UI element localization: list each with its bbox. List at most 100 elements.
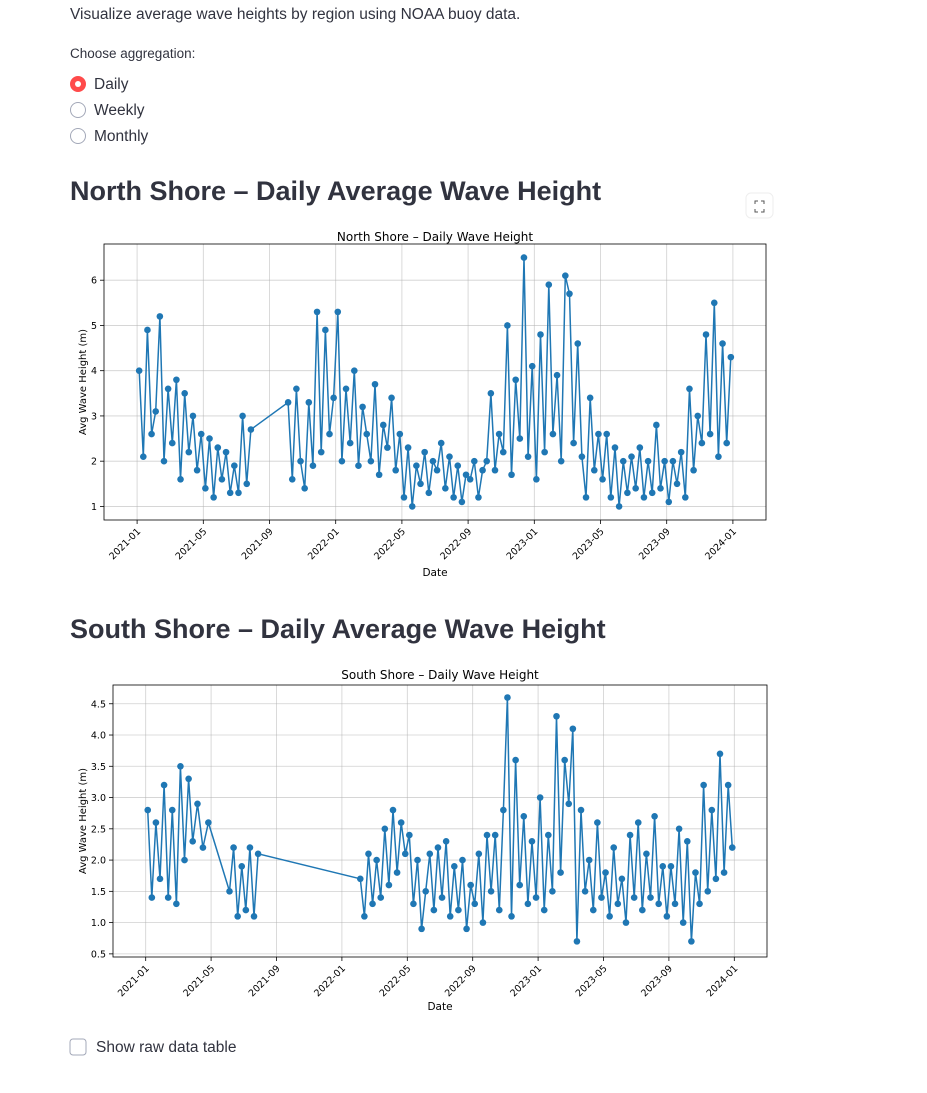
data-point [243, 480, 251, 488]
x-tick-label: 2023-09 [639, 963, 675, 999]
data-point [720, 869, 728, 876]
x-tick-label: 2021-09 [240, 526, 276, 562]
data-point [636, 444, 644, 451]
data-point [381, 825, 389, 833]
y-tick-label: 4.5 [91, 699, 106, 710]
x-tick-label: 2024-01 [705, 963, 741, 999]
data-point [144, 326, 151, 334]
data-point [599, 475, 606, 483]
data-point [462, 471, 470, 479]
y-tick-label: 1.0 [91, 918, 106, 929]
data-point [168, 806, 176, 814]
data-point [135, 367, 143, 374]
x-tick-label: 2023-01 [508, 963, 544, 999]
data-point [401, 850, 409, 858]
data-point [640, 494, 648, 501]
data-point [533, 475, 540, 483]
data-point [634, 819, 642, 826]
data-point [322, 326, 329, 334]
radio[interactable] [70, 128, 86, 144]
data-point [614, 900, 622, 908]
y-tick-label: 6 [91, 276, 97, 287]
data-point [235, 489, 242, 497]
x-tick-label: 2023-09 [637, 526, 673, 562]
data-point [230, 844, 237, 851]
data-point [677, 448, 685, 456]
data-point [284, 399, 292, 406]
data-point [553, 712, 560, 720]
series-line [146, 697, 734, 942]
data-point [199, 844, 207, 851]
data-point [499, 448, 507, 456]
data-point [246, 844, 254, 851]
data-point [475, 850, 483, 858]
data-point [647, 894, 654, 901]
data-point [363, 430, 371, 438]
data-point [189, 412, 197, 420]
data-point [619, 457, 627, 465]
data-point [479, 466, 486, 474]
data-point [586, 394, 594, 402]
data-point [508, 913, 515, 920]
data-point [239, 412, 246, 420]
data-point [590, 466, 598, 474]
y-tick-label: 4 [91, 366, 97, 377]
data-point [437, 439, 445, 447]
data-point [491, 831, 499, 839]
radio-dot [75, 81, 81, 87]
data-point [573, 938, 581, 945]
data-point [442, 838, 450, 845]
data-point [330, 394, 337, 402]
data-point [618, 875, 626, 883]
data-point [528, 838, 536, 845]
fullscreen-button[interactable] [745, 192, 774, 219]
data-point [570, 439, 577, 447]
data-point [367, 457, 375, 465]
data-point [655, 900, 662, 908]
data-point [715, 453, 722, 460]
data-point [247, 426, 255, 433]
data-point [144, 806, 152, 814]
data-point [148, 430, 155, 438]
radio-option[interactable]: Monthly [94, 128, 149, 145]
data-point [397, 819, 405, 826]
data-point [495, 906, 503, 914]
data-point [351, 367, 358, 374]
checkbox[interactable] [69, 1038, 87, 1056]
data-point [500, 806, 507, 814]
section-heading: South Shore – Daily Average Wave Height [70, 614, 606, 644]
data-point [657, 485, 664, 492]
data-point [417, 480, 424, 488]
y-tick-label: 3.0 [91, 793, 106, 804]
data-point [214, 444, 222, 451]
radio-option[interactable]: Daily [94, 76, 129, 93]
data-point [297, 457, 304, 465]
data-point [455, 906, 462, 914]
data-point [177, 475, 184, 483]
data-point [160, 457, 168, 465]
data-point [557, 869, 564, 876]
data-point [355, 462, 362, 470]
data-point [361, 913, 368, 920]
data-point [408, 503, 416, 510]
checkbox-label[interactable]: Show raw data table [96, 1039, 236, 1056]
x-tick-label: 2022-01 [306, 526, 342, 562]
data-point [373, 856, 380, 864]
data-point [317, 448, 325, 456]
data-point [512, 756, 519, 764]
data-point [156, 313, 164, 320]
data-point [630, 894, 638, 901]
y-tick-label: 1.5 [91, 887, 106, 898]
y-tick-label: 0.5 [91, 949, 106, 960]
radio[interactable] [70, 102, 86, 118]
data-point [708, 806, 716, 814]
data-point [622, 919, 630, 926]
data-point [430, 906, 438, 914]
radio-option[interactable]: Weekly [94, 102, 145, 119]
data-point [181, 390, 188, 397]
series-line [138, 257, 732, 507]
data-point [536, 794, 544, 801]
data-point [226, 489, 234, 497]
data-point [434, 844, 442, 851]
data-point [459, 856, 466, 864]
